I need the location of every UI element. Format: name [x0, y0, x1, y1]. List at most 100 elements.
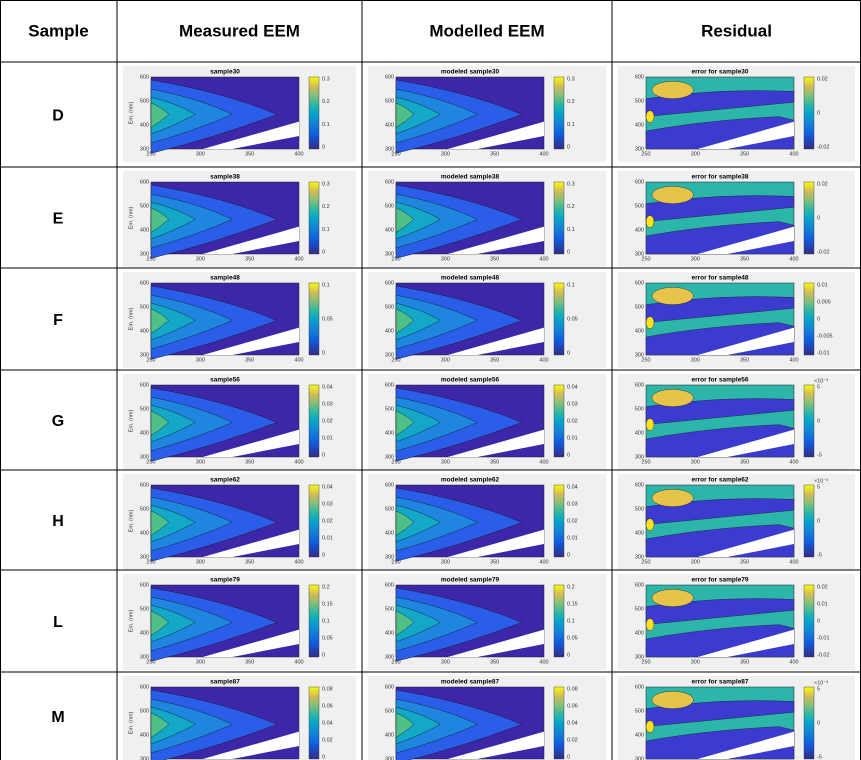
contour — [395, 404, 441, 443]
colorbar — [308, 282, 320, 356]
y-tick-label: 500 — [385, 203, 394, 209]
x-tick-label: 350 — [740, 151, 749, 157]
colorbar — [803, 181, 815, 255]
plot-title: error for sample87 — [691, 679, 748, 686]
x-tick-label: 350 — [740, 357, 749, 363]
x-tick-label: 300 — [196, 151, 205, 157]
colorbar — [308, 584, 320, 658]
x-tick-label: 400 — [539, 559, 548, 565]
y-tick-label: 300 — [635, 251, 644, 257]
x-tick-label: 300 — [196, 459, 205, 465]
sample-label: D — [52, 108, 64, 125]
colorbar-tick-label: 0 — [817, 215, 820, 221]
colorbar — [553, 584, 565, 658]
plot-title: error for sample38 — [691, 174, 748, 181]
colorbar — [308, 384, 320, 458]
plot-title: modeled sample30 — [441, 69, 500, 76]
y-tick-label: 400 — [385, 430, 394, 436]
x-tick-label: 350 — [245, 357, 254, 363]
y-tick-label: 500 — [140, 304, 149, 310]
colorbar-tick-label: 0.04 — [322, 720, 333, 726]
y-tick-label: 500 — [385, 606, 394, 612]
colorbar-tick-label: 0.2 — [322, 204, 330, 210]
colorbar-tick-label: 5 — [817, 384, 820, 390]
scatter-mask — [697, 327, 794, 355]
y-tick-label: 600 — [385, 179, 394, 185]
y-tick-label: 600 — [140, 684, 149, 690]
contour — [651, 287, 694, 305]
y-tick-label: 500 — [635, 708, 644, 714]
x-tick-label: 250 — [391, 659, 400, 665]
x-tick-label: 350 — [490, 559, 499, 565]
x-tick-label: 400 — [539, 459, 548, 465]
scatter-mask — [447, 429, 544, 457]
y-tick-label: 400 — [385, 530, 394, 536]
contour — [645, 720, 655, 733]
x-tick-label: 250 — [146, 659, 155, 665]
x-tick-label: 250 — [146, 256, 155, 262]
y-tick-label: 400 — [385, 630, 394, 636]
x-tick-label: 300 — [441, 256, 450, 262]
colorbar-tick-label: 0 — [567, 652, 570, 658]
colorbar-exponent: ×10⁻³ — [814, 680, 828, 686]
colorbar — [553, 282, 565, 356]
y-axis-label: Em. (nm) — [128, 207, 134, 230]
x-tick-label: 400 — [789, 659, 798, 665]
scatter-mask — [447, 327, 544, 355]
y-tick-label: 300 — [635, 352, 644, 358]
contour — [645, 518, 655, 531]
colorbar-tick-label: 0 — [322, 144, 325, 150]
x-tick-label: 350 — [490, 659, 499, 665]
colorbar-tick-label: 0.03 — [322, 401, 333, 407]
colorbar-tick-label: 0 — [817, 316, 820, 322]
scatter-mask — [202, 121, 299, 149]
y-tick-label: 600 — [385, 382, 394, 388]
y-tick-label: 600 — [140, 179, 149, 185]
y-tick-label: 500 — [140, 506, 149, 512]
x-tick-label: 300 — [691, 659, 700, 665]
plot-title: sample56 — [210, 377, 240, 384]
x-tick-label: 250 — [641, 459, 650, 465]
colorbar — [308, 686, 320, 760]
colorbar-tick-label: 0.04 — [322, 484, 333, 490]
colorbar-tick-label: 0 — [567, 552, 570, 558]
x-tick-label: 350 — [740, 256, 749, 262]
colorbar — [553, 76, 565, 150]
colorbar-tick-label: 0.01 — [817, 282, 828, 288]
plot-title: modeled sample48 — [441, 275, 500, 282]
y-tick-label: 500 — [140, 406, 149, 412]
plot-title: error for sample30 — [691, 69, 748, 76]
contour — [645, 316, 655, 329]
scatter-mask — [447, 629, 544, 657]
scatter-mask — [202, 731, 299, 759]
y-tick-label: 500 — [385, 406, 394, 412]
colorbar-tick-label: -5 — [817, 552, 822, 558]
colorbar-tick-label: 0 — [322, 552, 325, 558]
colorbar-tick-label: 0.04 — [567, 720, 578, 726]
x-tick-label: 300 — [691, 256, 700, 262]
colorbar-tick-label: 0.1 — [567, 282, 575, 288]
colorbar-tick-label: 0.05 — [567, 635, 578, 641]
colorbar — [553, 181, 565, 255]
colorbar-tick-label: 0.04 — [567, 484, 578, 490]
y-axis-label: Em. (nm) — [128, 102, 134, 125]
colorbar-tick-label: -0.02 — [817, 249, 830, 255]
plot-title: modeled sample38 — [441, 174, 500, 181]
x-tick-label: 300 — [441, 659, 450, 665]
colorbar — [803, 686, 815, 760]
sample-label: M — [51, 709, 64, 726]
y-tick-label: 600 — [635, 382, 644, 388]
colorbar-tick-label: 0.1 — [567, 227, 575, 233]
colorbar-tick-label: 0.05 — [322, 316, 333, 322]
colorbar-tick-label: 0.04 — [322, 384, 333, 390]
plot-title: modeled sample56 — [441, 377, 500, 384]
scatter-mask — [697, 629, 794, 657]
y-tick-label: 400 — [635, 122, 644, 128]
sample-label: H — [52, 513, 64, 530]
x-tick-label: 250 — [391, 256, 400, 262]
x-tick-label: 350 — [245, 256, 254, 262]
y-tick-label: 300 — [385, 146, 394, 152]
contour — [395, 504, 441, 543]
y-tick-label: 300 — [140, 146, 149, 152]
x-tick-label: 400 — [539, 256, 548, 262]
